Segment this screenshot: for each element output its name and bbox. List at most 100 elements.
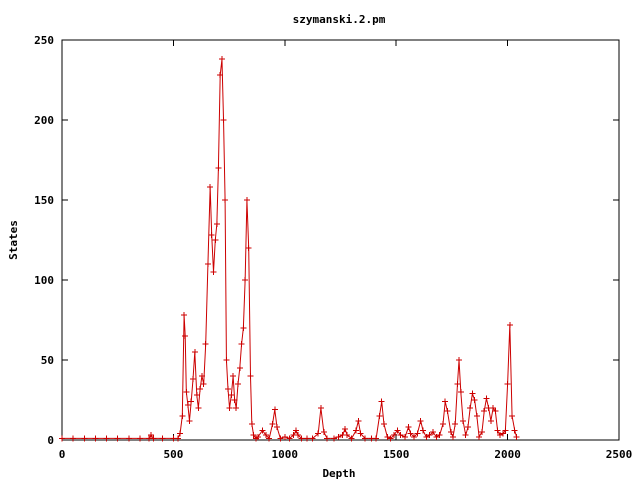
data-point [509, 413, 516, 419]
data-point [208, 232, 215, 239]
x-tick-label: 0 [59, 448, 66, 461]
data-point [125, 435, 132, 442]
data-point [200, 381, 207, 387]
data-point [376, 413, 383, 419]
data-point [407, 430, 414, 437]
data-point [487, 417, 494, 424]
y-tick-label: 100 [34, 274, 54, 287]
data-point [506, 321, 513, 328]
data-point [426, 432, 433, 439]
data-point [436, 432, 443, 439]
data-point [397, 432, 404, 439]
data-point [390, 432, 397, 439]
data-point [269, 421, 276, 427]
data-point [309, 435, 316, 442]
data-point [224, 385, 231, 392]
data-point [469, 390, 476, 397]
data-point [250, 432, 257, 439]
data-point [494, 427, 501, 434]
data-point [362, 435, 369, 442]
data-point [243, 197, 250, 203]
data-point [504, 381, 511, 387]
data-point [240, 325, 247, 331]
data-point [295, 432, 302, 439]
data-point [148, 432, 155, 439]
data-point [344, 432, 351, 439]
data-point [190, 376, 197, 383]
series-line [62, 59, 517, 440]
data-point [186, 417, 193, 424]
data-point [464, 424, 471, 431]
data-point [103, 435, 110, 442]
data-point [197, 385, 204, 392]
data-point [387, 435, 394, 442]
data-point [114, 435, 121, 442]
y-tick-label: 150 [34, 194, 54, 207]
data-point [476, 433, 483, 440]
data-point [402, 433, 409, 440]
data-point [380, 421, 387, 427]
data-point [70, 435, 77, 442]
data-point [298, 435, 305, 442]
data-point [378, 398, 385, 405]
data-point [255, 433, 262, 440]
data-point [174, 435, 181, 442]
data-point [181, 312, 188, 319]
x-tick-label: 2000 [494, 448, 521, 461]
data-point [281, 433, 288, 440]
data-point [324, 435, 331, 442]
data-point [238, 341, 245, 347]
data-point [266, 435, 273, 442]
data-point [353, 427, 360, 434]
data-point [223, 357, 230, 363]
data-point [235, 381, 242, 387]
data-point [277, 435, 284, 442]
data-point [242, 277, 249, 283]
data-point [193, 392, 200, 399]
x-tick-label: 2500 [606, 448, 633, 461]
data-point [500, 430, 507, 437]
data-point [423, 433, 430, 440]
data-point [191, 349, 198, 355]
data-point [373, 435, 380, 442]
data-point [462, 432, 469, 439]
x-axis-ticks: 0 500 1000 1500 2000 2500 [59, 40, 633, 461]
x-tick-label: 500 [163, 448, 183, 461]
data-point [213, 221, 220, 227]
data-point [456, 357, 463, 363]
data-point [184, 401, 191, 408]
y-tick-label: 200 [34, 114, 54, 127]
data-point [207, 184, 214, 191]
data-point [496, 432, 503, 439]
data-point [92, 435, 99, 442]
data-point [218, 56, 225, 63]
data-point [473, 413, 480, 419]
data-point [450, 433, 457, 440]
data-point [454, 381, 461, 387]
data-point [467, 405, 474, 411]
data-point [330, 435, 337, 442]
series-points [59, 56, 520, 442]
data-point [460, 417, 467, 424]
data-point [483, 395, 490, 402]
data-point [442, 398, 449, 405]
data-point [335, 433, 342, 440]
data-point [222, 197, 229, 203]
data-point [247, 373, 254, 379]
data-point [471, 397, 478, 403]
data-point [513, 433, 520, 440]
data-point [81, 435, 88, 442]
data-point [411, 433, 418, 440]
data-point [245, 245, 252, 251]
data-point [490, 405, 497, 411]
data-point [502, 427, 509, 434]
data-point [429, 429, 436, 435]
data-point [457, 389, 464, 395]
data-point [188, 398, 195, 405]
data-point [317, 405, 324, 411]
data-point [414, 430, 421, 437]
data-point [177, 430, 184, 437]
data-point [492, 408, 499, 415]
data-point [198, 373, 205, 379]
